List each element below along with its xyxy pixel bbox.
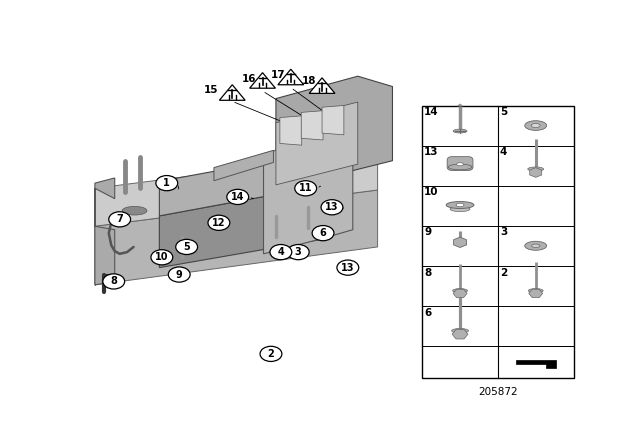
Circle shape [260, 346, 282, 362]
Polygon shape [159, 186, 318, 267]
Text: 4: 4 [500, 147, 508, 157]
Polygon shape [214, 151, 273, 181]
Text: 10: 10 [424, 187, 439, 198]
Polygon shape [276, 102, 358, 185]
Text: 3: 3 [295, 247, 301, 257]
Polygon shape [529, 289, 543, 297]
Polygon shape [250, 73, 275, 88]
Circle shape [109, 212, 131, 227]
Ellipse shape [191, 196, 216, 205]
Polygon shape [276, 76, 392, 190]
Text: 6: 6 [319, 228, 326, 238]
Circle shape [103, 274, 125, 289]
Circle shape [287, 245, 309, 260]
Text: 15: 15 [204, 85, 218, 95]
Polygon shape [95, 152, 378, 226]
Ellipse shape [525, 241, 547, 250]
Polygon shape [95, 178, 115, 285]
Ellipse shape [531, 124, 540, 128]
Ellipse shape [528, 167, 543, 171]
Polygon shape [159, 152, 318, 216]
Text: 17: 17 [271, 70, 286, 81]
Text: 1: 1 [163, 178, 170, 188]
Polygon shape [301, 111, 323, 140]
Polygon shape [456, 103, 463, 106]
Text: 18: 18 [301, 76, 316, 86]
Polygon shape [264, 137, 353, 254]
Circle shape [168, 267, 190, 282]
Ellipse shape [525, 121, 547, 130]
Ellipse shape [122, 207, 147, 215]
Ellipse shape [531, 244, 540, 247]
Text: 5: 5 [183, 242, 190, 252]
Text: 3: 3 [500, 228, 507, 237]
Text: 12: 12 [212, 218, 226, 228]
Circle shape [270, 245, 292, 260]
Polygon shape [454, 237, 467, 247]
Ellipse shape [456, 163, 463, 166]
Circle shape [208, 215, 230, 230]
Text: 8: 8 [110, 276, 117, 286]
Circle shape [321, 200, 343, 215]
Text: 9: 9 [176, 270, 182, 280]
Ellipse shape [241, 194, 266, 203]
Text: 4: 4 [278, 247, 284, 257]
Text: 2: 2 [500, 267, 507, 277]
Ellipse shape [448, 164, 472, 170]
Circle shape [151, 250, 173, 265]
Text: 13: 13 [341, 263, 355, 273]
Polygon shape [452, 329, 468, 339]
Polygon shape [220, 85, 245, 100]
Ellipse shape [528, 289, 543, 293]
Text: 8: 8 [424, 267, 431, 277]
Text: 14: 14 [424, 107, 439, 117]
Bar [422, 106, 573, 378]
Text: 16: 16 [242, 73, 257, 84]
Polygon shape [278, 69, 304, 85]
Text: 13: 13 [424, 147, 439, 157]
Polygon shape [453, 289, 467, 297]
Polygon shape [516, 360, 556, 368]
Text: 10: 10 [155, 252, 168, 262]
Circle shape [295, 181, 317, 196]
Polygon shape [309, 78, 335, 93]
Ellipse shape [452, 289, 467, 293]
Circle shape [156, 176, 178, 191]
Circle shape [337, 260, 359, 275]
Ellipse shape [446, 202, 474, 208]
Polygon shape [95, 190, 378, 285]
Circle shape [176, 239, 198, 254]
Text: 14: 14 [231, 192, 244, 202]
Text: 2: 2 [268, 349, 275, 359]
Text: 6: 6 [424, 308, 431, 318]
Ellipse shape [452, 328, 468, 333]
Ellipse shape [456, 203, 464, 207]
Text: 9: 9 [424, 228, 431, 237]
Circle shape [227, 190, 249, 204]
Text: 13: 13 [325, 202, 339, 212]
Polygon shape [322, 106, 344, 135]
Circle shape [312, 225, 334, 241]
Text: 205872: 205872 [478, 387, 518, 396]
FancyBboxPatch shape [447, 157, 473, 170]
Ellipse shape [450, 207, 470, 211]
Ellipse shape [453, 129, 467, 133]
Text: 7: 7 [116, 214, 123, 224]
Polygon shape [280, 116, 301, 145]
Polygon shape [530, 168, 541, 177]
Text: 5: 5 [500, 107, 507, 117]
Text: 11: 11 [299, 183, 312, 193]
